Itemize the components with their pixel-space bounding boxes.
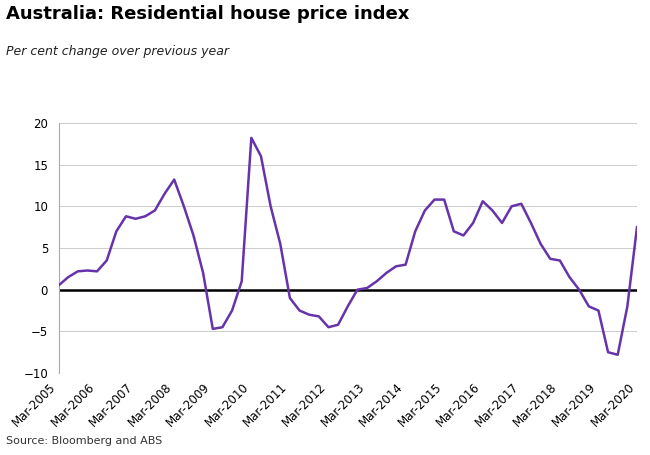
Text: Source: Bloomberg and ABS: Source: Bloomberg and ABS xyxy=(6,436,162,446)
Text: Per cent change over previous year: Per cent change over previous year xyxy=(6,46,229,59)
Text: Australia: Residential house price index: Australia: Residential house price index xyxy=(6,5,410,23)
